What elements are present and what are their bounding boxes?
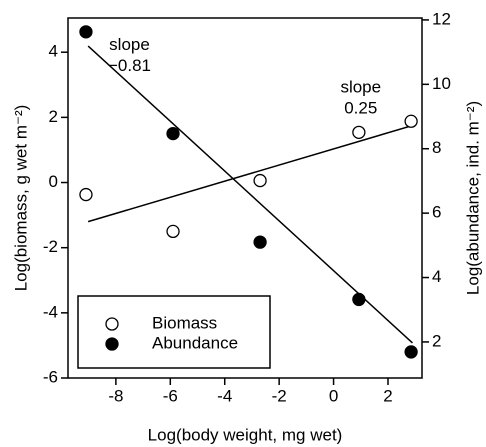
annotation: slope xyxy=(340,78,381,97)
data-point xyxy=(166,224,180,239)
y-tick-label: -6 xyxy=(43,367,58,386)
y2-tick-label: 6 xyxy=(432,203,441,222)
x-tick-label: -6 xyxy=(163,386,178,405)
x-tick-label: 2 xyxy=(383,386,392,405)
x-axis-label: Log(body weight, mg wet) xyxy=(148,425,343,444)
y2-tick-label: 10 xyxy=(432,74,451,93)
data-point xyxy=(404,345,418,359)
y2-tick-label: 4 xyxy=(432,267,441,286)
data-point xyxy=(253,173,267,188)
annotation: −0.81 xyxy=(108,56,151,75)
y2-tick-label: 8 xyxy=(432,138,441,157)
data-point xyxy=(79,25,93,39)
annotation: 0.25 xyxy=(344,99,377,118)
y-tick-label: -2 xyxy=(43,237,58,256)
data-point xyxy=(352,292,366,307)
y-tick-label: 0 xyxy=(49,172,58,191)
data-point xyxy=(404,114,418,128)
y2-axis-label: Log(abundance, ind. m⁻²) xyxy=(463,101,482,295)
legend-label: Biomass xyxy=(152,313,217,332)
legend-box xyxy=(77,295,271,369)
x-tick-label: 0 xyxy=(329,386,338,405)
x-tick-label: -2 xyxy=(272,386,287,405)
legend-marker xyxy=(105,317,119,331)
data-point xyxy=(166,126,180,141)
fit-line xyxy=(87,124,413,223)
annotation: slope xyxy=(109,35,150,54)
data-point xyxy=(79,187,93,202)
x-tick-label: -4 xyxy=(217,386,232,405)
plot-frame xyxy=(67,17,423,379)
y-tick-label: -4 xyxy=(43,302,58,321)
y-axis-label: Log(biomass, g wet m⁻²) xyxy=(11,105,30,292)
y-tick-label: 2 xyxy=(49,107,58,126)
y2-tick-label: 2 xyxy=(432,331,441,350)
data-point xyxy=(253,235,267,249)
y-tick-label: 4 xyxy=(49,42,58,61)
data-point xyxy=(352,125,366,140)
legend-marker xyxy=(105,337,119,351)
legend-label: Abundance xyxy=(152,333,238,352)
x-tick-label: -8 xyxy=(108,386,123,405)
y2-tick-label: 12 xyxy=(432,9,451,28)
